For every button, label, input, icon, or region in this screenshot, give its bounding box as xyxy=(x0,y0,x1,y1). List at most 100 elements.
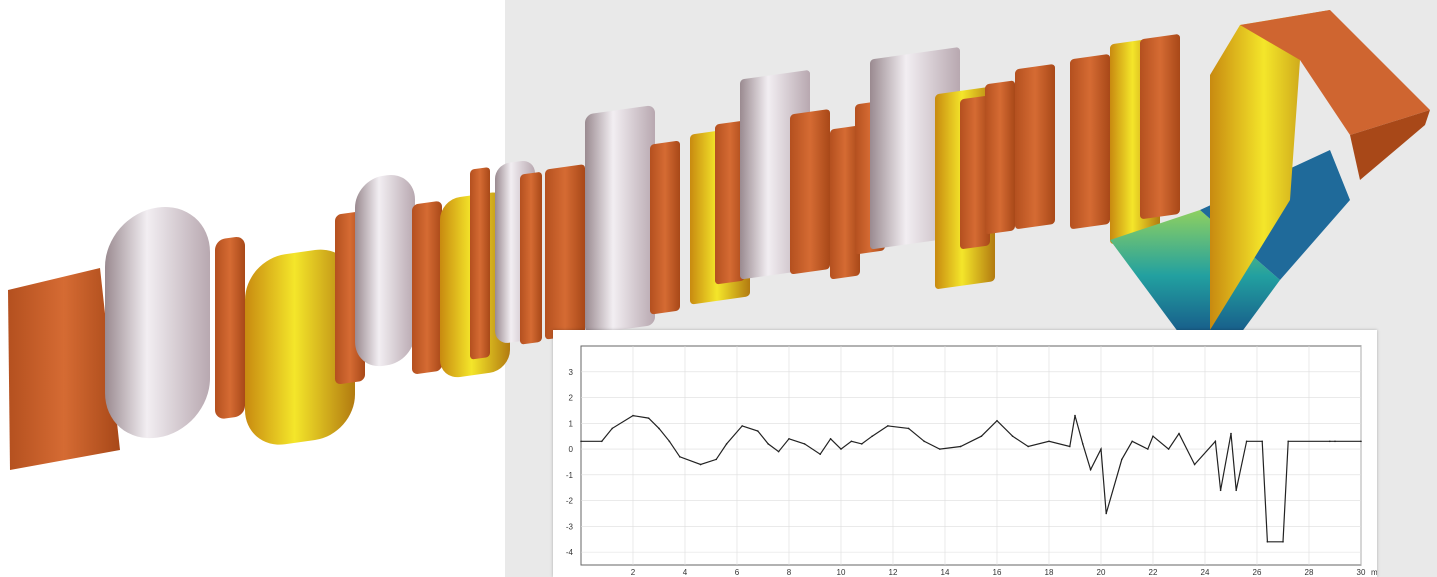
profile-point xyxy=(959,445,962,448)
profile-point xyxy=(1131,440,1133,443)
surface-rib xyxy=(470,167,490,360)
profile-point xyxy=(1266,541,1269,543)
profile-point xyxy=(803,443,806,445)
y-axis-ticks: 3 2 1 0 -1 -2 -3 -4 xyxy=(566,368,574,557)
y-tick-label: -4 xyxy=(566,548,574,557)
profile-point xyxy=(647,417,650,419)
x-tick-label: 14 xyxy=(941,568,950,577)
profile-point xyxy=(829,437,832,440)
surface-rib xyxy=(985,80,1015,234)
profile-point xyxy=(632,414,634,417)
surface-rib xyxy=(650,140,680,315)
profile-point xyxy=(850,440,853,443)
profile-point xyxy=(840,448,842,450)
profile-point xyxy=(715,458,717,461)
x-tick-label: 4 xyxy=(683,568,688,577)
profile-point xyxy=(658,427,660,430)
x-tick-label: 18 xyxy=(1045,568,1054,577)
profile-point xyxy=(1178,432,1180,435)
profile-point xyxy=(757,430,759,432)
surface-left-flat xyxy=(8,268,120,470)
surface-rib xyxy=(830,125,860,280)
surface-rib xyxy=(105,206,210,439)
profile-point xyxy=(767,443,769,445)
y-tick-label: -3 xyxy=(566,522,574,531)
surface-rib xyxy=(355,175,415,367)
x-tick-label: 6 xyxy=(735,568,740,577)
profile-point xyxy=(1105,512,1107,515)
profile-point xyxy=(1261,440,1263,443)
profile-point xyxy=(1048,440,1050,443)
profile-point xyxy=(1193,463,1196,466)
profile-chart: 3 2 1 0 -1 -2 -3 -4 2 4 6 8 10 12 14 16 18 20 22 24 26 28 30 m… xyxy=(553,330,1377,577)
profile-point xyxy=(788,437,790,440)
profile-point xyxy=(668,440,671,443)
profile-point xyxy=(871,435,873,437)
profile-point xyxy=(1230,432,1232,435)
profile-point xyxy=(1334,440,1336,443)
profile-point xyxy=(1219,489,1222,492)
surface-end-top xyxy=(1240,10,1430,135)
profile-point xyxy=(1282,541,1284,543)
y-tick-label: -1 xyxy=(566,471,574,480)
x-tick-label: 28 xyxy=(1305,568,1314,577)
profile-point xyxy=(1074,414,1076,417)
y-tick-label: -2 xyxy=(566,497,574,506)
profile-point xyxy=(907,427,910,430)
profile-point xyxy=(611,427,613,430)
x-axis-unit: mm xyxy=(1371,568,1377,577)
profile-point xyxy=(1011,435,1014,437)
profile-point xyxy=(580,440,582,443)
profile-point xyxy=(601,440,603,443)
x-tick-label: 10 xyxy=(837,568,846,577)
surface-rib xyxy=(960,95,990,249)
y-tick-label: 3 xyxy=(569,368,574,377)
profile-point xyxy=(679,455,681,458)
surface-rib xyxy=(1015,64,1055,229)
profile-point xyxy=(1287,440,1289,443)
profile-point xyxy=(1245,440,1248,443)
surface-rib xyxy=(715,120,745,285)
surface-end-edge xyxy=(1350,110,1430,180)
surface-rib xyxy=(545,164,585,340)
profile-point xyxy=(1214,440,1217,443)
profile-point xyxy=(1069,445,1071,448)
profile-point xyxy=(1360,440,1362,443)
y-tick-label: 0 xyxy=(569,445,574,454)
x-tick-label: 16 xyxy=(993,568,1002,577)
surface-rib xyxy=(412,201,442,374)
x-tick-label: 8 xyxy=(787,568,792,577)
surface-rib xyxy=(1070,54,1110,229)
x-axis-ticks: 24681012141618202224262830mm xyxy=(631,568,1377,577)
surface-rib xyxy=(215,236,245,419)
profile-point xyxy=(819,453,821,456)
profile-point xyxy=(1152,435,1154,437)
surface-end-block xyxy=(1210,10,1330,330)
profile-point xyxy=(1100,448,1102,450)
profile-point xyxy=(777,450,780,453)
y-tick-label: 1 xyxy=(569,419,574,428)
y-tick-label: 2 xyxy=(569,394,574,403)
profile-point xyxy=(1329,440,1331,443)
profile-point xyxy=(1147,448,1149,450)
profile-point xyxy=(980,435,983,437)
profile-point xyxy=(923,440,925,443)
profile-series xyxy=(580,414,1362,543)
x-tick-label: 26 xyxy=(1253,568,1262,577)
profile-line xyxy=(581,414,1361,543)
profile-point xyxy=(1082,443,1084,445)
profile-point xyxy=(861,443,863,445)
surface-rib xyxy=(585,105,655,334)
profile-point xyxy=(699,463,702,466)
profile-point xyxy=(725,443,728,445)
profile-point xyxy=(1235,489,1237,492)
surface-rib xyxy=(790,109,830,275)
surface-rib xyxy=(1140,34,1180,219)
x-tick-label: 24 xyxy=(1201,568,1210,577)
surface-rib xyxy=(520,172,542,345)
x-tick-label: 12 xyxy=(889,568,898,577)
profile-point xyxy=(1027,445,1029,448)
x-tick-label: 20 xyxy=(1097,568,1106,577)
